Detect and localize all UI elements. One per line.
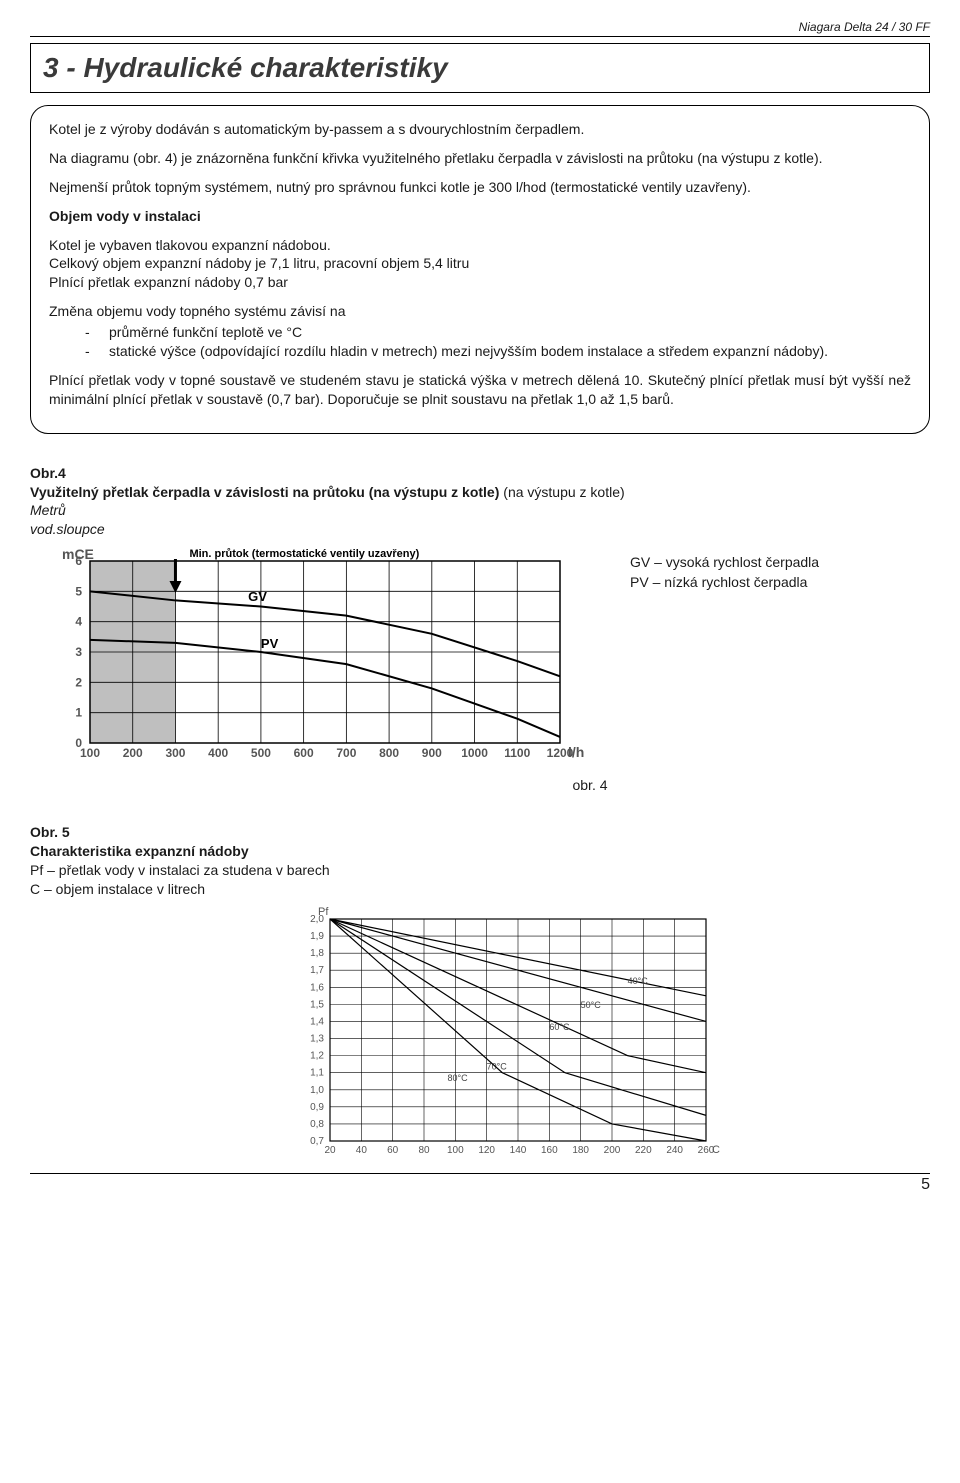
svg-text:700: 700 [336, 746, 356, 760]
svg-text:140: 140 [510, 1145, 527, 1156]
svg-text:120: 120 [478, 1145, 495, 1156]
fig5-label: Obr. 5 [30, 824, 70, 840]
svg-text:50°C: 50°C [581, 1000, 602, 1010]
fig4-caption-block: Obr.4 Využitelný přetlak čerpadla v závi… [30, 464, 930, 540]
svg-text:800: 800 [379, 746, 399, 760]
svg-text:C: C [712, 1144, 720, 1156]
svg-text:mCE: mCE [62, 546, 94, 562]
bullet-list: průměrné funkční teplotě ve °C statické … [49, 323, 911, 361]
content-box: Kotel je z výroby dodáván s automatickým… [30, 105, 930, 434]
section-title: 3 - Hydraulické charakteristiky [43, 52, 917, 84]
svg-text:400: 400 [208, 746, 228, 760]
svg-text:900: 900 [422, 746, 442, 760]
svg-text:5: 5 [75, 585, 82, 599]
svg-text:200: 200 [123, 746, 143, 760]
svg-text:1000: 1000 [461, 746, 488, 760]
svg-text:1,4: 1,4 [310, 1016, 324, 1027]
svg-text:4: 4 [75, 615, 82, 629]
svg-text:600: 600 [294, 746, 314, 760]
fig5-line2: C – objem instalace v litrech [30, 881, 205, 897]
svg-text:1,3: 1,3 [310, 1033, 324, 1044]
svg-text:1,2: 1,2 [310, 1050, 324, 1061]
svg-text:1,0: 1,0 [310, 1085, 324, 1096]
para: Na diagramu (obr. 4) je znázorněna funkč… [49, 149, 911, 168]
para: Plnící přetlak expanzní nádoby 0,7 bar [49, 273, 911, 292]
fig5-wrap: 204060801001201401601802002202402600,70,… [290, 903, 930, 1163]
svg-text:1: 1 [75, 706, 82, 720]
svg-text:GV: GV [248, 589, 267, 604]
para: Celkový objem expanzní nádoby je 7,1 lit… [49, 254, 911, 273]
para: Kotel je vybaven tlakovou expanzní nádob… [49, 236, 911, 255]
fig4-yunit2: vod.sloupce [30, 521, 105, 537]
svg-text:0: 0 [75, 736, 82, 750]
svg-text:Min. průtok (termostatické ven: Min. průtok (termostatické ventily uzavř… [189, 548, 419, 560]
svg-text:80: 80 [418, 1145, 430, 1156]
fig4-caption-tail: (na výstupu z kotle) [503, 484, 624, 500]
fig4-yunit1: Metrů [30, 502, 66, 518]
svg-text:500: 500 [251, 746, 271, 760]
svg-text:100: 100 [80, 746, 100, 760]
fig5-line1: Pf – přetlak vody v instalaci za studena… [30, 862, 330, 878]
svg-text:160: 160 [541, 1145, 558, 1156]
svg-text:Pf: Pf [318, 906, 329, 918]
list-item: statické výšce (odpovídající rozdílu hla… [109, 342, 911, 361]
fig5-chart: 204060801001201401601802002202402600,70,… [290, 903, 730, 1163]
svg-text:1100: 1100 [504, 746, 530, 760]
svg-text:180: 180 [572, 1145, 589, 1156]
svg-text:20: 20 [324, 1145, 336, 1156]
list-item: průměrné funkční teplotě ve °C [109, 323, 911, 342]
svg-text:220: 220 [635, 1145, 652, 1156]
legend-gv: GV – vysoká rychlost čerpadla [630, 553, 819, 573]
subheading: Objem vody v instalaci [49, 207, 911, 226]
svg-text:40: 40 [356, 1145, 368, 1156]
svg-text:60: 60 [387, 1145, 399, 1156]
svg-text:3: 3 [75, 645, 82, 659]
fig4-below-label: obr. 4 [250, 777, 930, 793]
svg-text:0,8: 0,8 [310, 1119, 324, 1130]
fig4-label: Obr.4 [30, 465, 66, 481]
svg-text:PV: PV [261, 636, 279, 651]
legend-pv: PV – nízká rychlost čerpadla [630, 573, 819, 593]
page-number: 5 [30, 1173, 930, 1194]
doc-header: Niagara Delta 24 / 30 FF [30, 20, 930, 37]
section-title-box: 3 - Hydraulické charakteristiky [30, 43, 930, 93]
svg-text:2: 2 [75, 676, 82, 690]
svg-text:70°C: 70°C [487, 1061, 508, 1071]
svg-text:200: 200 [604, 1145, 621, 1156]
para: Plnící přetlak vody v topné soustavě ve … [49, 371, 911, 409]
svg-text:l/h: l/h [568, 744, 584, 760]
svg-text:80°C: 80°C [448, 1073, 469, 1083]
svg-text:1,1: 1,1 [310, 1068, 324, 1079]
svg-text:1,5: 1,5 [310, 999, 324, 1010]
fig4-row: 1002003004005006007008009001000110012000… [30, 543, 930, 773]
svg-text:1,8: 1,8 [310, 948, 324, 959]
svg-text:1,7: 1,7 [310, 965, 324, 976]
svg-text:0,7: 0,7 [310, 1136, 324, 1147]
svg-text:100: 100 [447, 1145, 464, 1156]
para: Nejmenší průtok topným systémem, nutný p… [49, 178, 911, 197]
svg-text:240: 240 [666, 1145, 683, 1156]
svg-text:40°C: 40°C [628, 976, 649, 986]
fig5-caption-block: Obr. 5 Charakteristika expanzní nádoby P… [30, 823, 930, 899]
svg-text:300: 300 [165, 746, 185, 760]
para: Změna objemu vody topného systému závisí… [49, 302, 911, 321]
para: Kotel je z výroby dodáván s automatickým… [49, 120, 911, 139]
svg-text:0,9: 0,9 [310, 1102, 324, 1113]
svg-text:1,6: 1,6 [310, 982, 324, 993]
svg-text:60°C: 60°C [549, 1022, 570, 1032]
fig4-caption: Využitelný přetlak čerpadla v závislosti… [30, 484, 499, 500]
fig5-caption: Charakteristika expanzní nádoby [30, 843, 249, 859]
fig4-chart: 1002003004005006007008009001000110012000… [30, 543, 590, 773]
fig4-legend: GV – vysoká rychlost čerpadla PV – nízká… [630, 543, 819, 592]
svg-text:1,9: 1,9 [310, 931, 324, 942]
